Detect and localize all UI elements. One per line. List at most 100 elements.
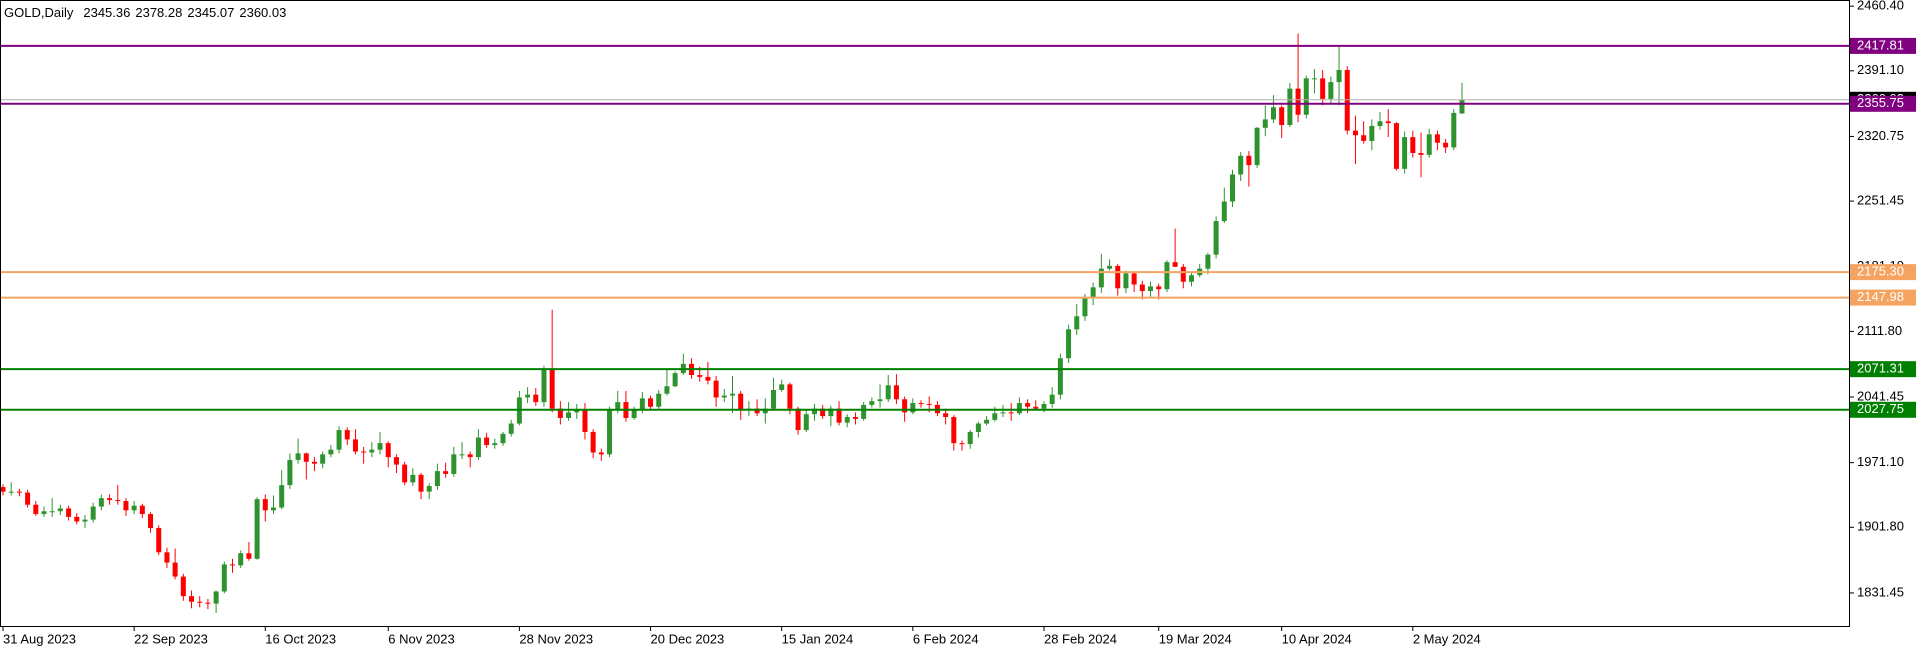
candle-body (639, 398, 645, 411)
candle-body (910, 403, 916, 413)
candle-body (951, 417, 957, 444)
candle-body (410, 474, 416, 483)
candle-body (557, 408, 563, 418)
candle-body (66, 508, 72, 517)
candle-body (443, 471, 449, 474)
candle-body (189, 596, 195, 602)
candle-body (992, 413, 998, 420)
candle-body (492, 443, 498, 446)
candle-body (1246, 155, 1252, 166)
level-tag: 2417.81 (1857, 37, 1904, 52)
candle-body (1287, 88, 1293, 126)
candle-body (393, 457, 399, 465)
candle-body (369, 449, 375, 453)
candle-body (1238, 155, 1244, 175)
candle-body (16, 491, 22, 493)
candle-body (959, 443, 965, 445)
level-tag-bg (1850, 37, 1916, 54)
candle-body (1369, 125, 1375, 141)
low-value: 2345.07 (187, 5, 234, 20)
candle-body (844, 417, 850, 423)
candle-body (762, 408, 768, 414)
candle-body (254, 499, 260, 559)
x-tick-label: 19 Mar 2024 (1159, 631, 1232, 646)
candle-body (1418, 153, 1424, 155)
candle-body (1098, 268, 1104, 288)
candle-body (1057, 358, 1063, 395)
candle-body (615, 402, 621, 411)
candle-body (1270, 107, 1276, 120)
candle-body (852, 417, 858, 419)
candle-body (877, 399, 883, 402)
plot-frame (0, 0, 1850, 627)
candle-body (730, 393, 735, 396)
candle-body (246, 553, 252, 559)
candle-body (148, 514, 154, 529)
candle-body (1434, 134, 1440, 143)
candle-body (566, 412, 572, 418)
candle-body (238, 553, 244, 566)
candle-body (1131, 273, 1137, 285)
y-tick-label: 2251.45 (1857, 193, 1904, 208)
candle-body (525, 394, 531, 398)
candle-body (434, 471, 440, 487)
candle-body (975, 423, 981, 432)
y-tick-label: 2391.10 (1857, 62, 1904, 77)
y-tick-label: 1901.80 (1857, 519, 1904, 534)
chart-title: GOLD,Daily (4, 5, 74, 20)
x-tick-label: 16 Oct 2023 (265, 631, 336, 646)
candle-body (902, 399, 908, 413)
candle-body (500, 433, 506, 444)
candle-body (1164, 262, 1170, 290)
candle-body (164, 552, 170, 563)
candle-body (49, 511, 55, 513)
candle-body (1352, 130, 1358, 136)
level-tag-bg (1850, 361, 1916, 378)
y-tick-label: 1831.45 (1857, 584, 1904, 599)
candle-body (1033, 406, 1039, 409)
candle-body (1221, 201, 1227, 222)
candle-body (82, 519, 88, 522)
candle-body (459, 454, 465, 456)
levels (0, 44, 1849, 411)
price-tags: 2360.032417.812355.752175.302147.982071.… (1850, 37, 1916, 418)
x-tick-label: 2 May 2024 (1413, 631, 1481, 646)
candle-body (574, 409, 580, 413)
candle-body (1107, 265, 1113, 269)
y-tick-label: 2460.40 (1857, 0, 1904, 13)
candle-body (943, 413, 949, 418)
candle-body (33, 504, 39, 515)
candle-body (270, 507, 276, 511)
candle-body (467, 454, 473, 458)
candle-body (1303, 78, 1309, 115)
candle-body (1189, 275, 1195, 282)
candle-body (787, 384, 793, 409)
candle-body (607, 410, 613, 455)
candle-body (1426, 134, 1432, 155)
candle-body (451, 454, 457, 474)
candle-body (402, 464, 408, 483)
candle-body (475, 437, 481, 458)
candle-body (1172, 262, 1178, 267)
candle-body (1066, 329, 1072, 359)
candle-body (1443, 142, 1449, 148)
candle-body (279, 485, 285, 508)
candle-body (508, 423, 514, 434)
level-tag-bg (1850, 289, 1916, 306)
candle-body (90, 506, 96, 520)
candle-body (713, 380, 719, 398)
level-tag: 2071.31 (1857, 361, 1904, 376)
candle-body (1090, 287, 1096, 298)
candle-body (0, 486, 6, 492)
candle-body (770, 389, 776, 409)
candle-body (631, 410, 637, 418)
candle-body (705, 376, 711, 381)
candle-body (156, 528, 162, 553)
candle-body (590, 431, 596, 453)
candle-body (1328, 82, 1334, 99)
candle-body (426, 486, 432, 492)
candle-body (197, 601, 203, 603)
y-tick-label: 2320.75 (1857, 128, 1904, 143)
candle-body (648, 398, 654, 407)
